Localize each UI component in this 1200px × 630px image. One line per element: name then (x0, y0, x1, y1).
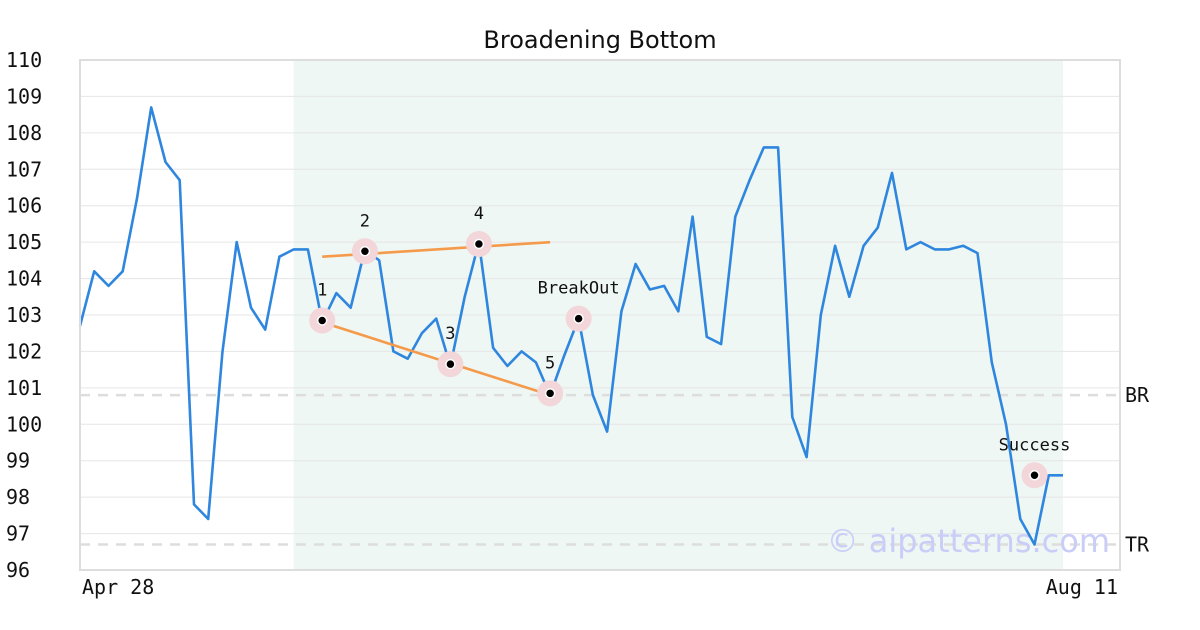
reference-lines-layer: BR TR (80, 383, 1150, 557)
y-tick-label: 102 (6, 339, 42, 363)
y-tick-label: 99 (6, 449, 30, 473)
price-line (78, 106, 1063, 546)
y-tick-label: 101 (6, 376, 42, 400)
annotation-point-3 (445, 358, 456, 370)
y-tick-label: 110 (6, 48, 42, 72)
y-tick-label: 104 (6, 267, 42, 291)
annotation-point-success (1029, 470, 1040, 481)
y-tick-label: 98 (6, 485, 30, 509)
y-tick-label: 96 (6, 558, 30, 582)
y-tick-label: 109 (6, 84, 42, 108)
y-tick-label: 103 (6, 303, 42, 327)
annotation-point-4 (473, 238, 485, 250)
annotations-layer: 1 2 3 4 5 BreakOut Success (309, 204, 1071, 489)
y-tick-label: 106 (6, 194, 42, 218)
annotation-label-breakout: BreakOut (538, 279, 620, 299)
watermark: © aipatterns.com (827, 522, 1110, 560)
plot-frame (79, 59, 1121, 571)
y-tick-label: 97 (6, 522, 30, 546)
y-tick-label: 105 (6, 230, 42, 254)
y-tick-label: 108 (6, 121, 42, 145)
axes-layer: 9697989910010110210310410510610710810911… (6, 48, 1118, 599)
reference-line-label-tr: TR (1125, 533, 1150, 557)
reference-line-label-br: BR (1125, 383, 1150, 407)
annotation-label-4: 4 (474, 204, 484, 224)
trendline-lower (321, 321, 551, 397)
x-tick-label-start: Apr 28 (82, 575, 154, 599)
y-tick-label: 100 (6, 412, 42, 436)
annotation-point-1 (316, 315, 328, 326)
annotation-label-5: 5 (545, 353, 555, 373)
annotation-label-2: 2 (360, 211, 370, 231)
annotation-label-success: Success (999, 435, 1071, 455)
annotation-point-2 (359, 246, 371, 257)
annotation-point-breakout (573, 313, 584, 324)
y-tick-label: 107 (6, 157, 42, 181)
annotation-label-1: 1 (317, 280, 327, 300)
chart-title: Broadening Bottom (483, 26, 716, 54)
series-layer (78, 106, 1063, 546)
annotation-point-5 (544, 388, 556, 399)
annotation-label-3: 3 (445, 324, 455, 344)
x-tick-label-end: Aug 11 (1046, 575, 1118, 599)
